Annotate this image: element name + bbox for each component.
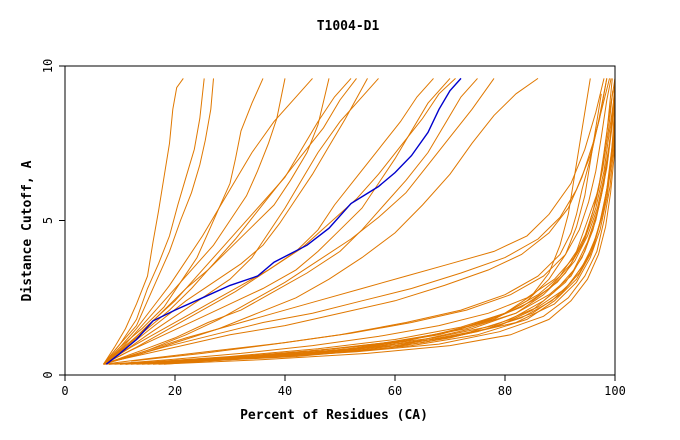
x-tick-label: 0	[61, 384, 68, 398]
series-line-s09	[103, 78, 368, 365]
series-line-b15	[119, 78, 610, 361]
x-axis-label: Percent of Residues (CA)	[240, 408, 428, 423]
series-line-b08	[141, 96, 616, 365]
series-line-b09	[147, 87, 616, 365]
series-line-b22	[125, 115, 616, 365]
series-line-s13	[103, 78, 478, 365]
series-line-highlight	[105, 77, 462, 365]
highlight-layer	[105, 77, 462, 365]
series-layer	[103, 77, 616, 365]
x-tick-label: 100	[604, 384, 626, 398]
x-tick-label: 20	[168, 384, 182, 398]
series-line-b19	[103, 78, 612, 365]
series-line-b13	[108, 78, 605, 364]
series-line-b20	[108, 90, 614, 365]
series-line-s16	[103, 78, 495, 365]
ticks-layer: 0 20 40 60 80 100 0 5 10	[41, 59, 626, 398]
series-line-s14	[103, 78, 357, 365]
series-line-s02	[103, 78, 205, 365]
y-tick-label: 0	[41, 371, 55, 378]
series-line-s12	[103, 78, 451, 365]
series-line-b07	[136, 109, 616, 365]
y-tick-label: 5	[41, 217, 55, 224]
series-line-b17	[141, 78, 591, 364]
series-line-s03	[103, 78, 214, 365]
series-line-b14	[114, 78, 608, 362]
series-line-s15	[103, 78, 456, 365]
series-line-b04	[119, 78, 616, 365]
series-line-s06	[103, 78, 352, 365]
series-line-s01	[103, 78, 184, 365]
series-line-b12	[163, 118, 616, 365]
series-line-s04	[103, 78, 264, 365]
y-axis-label: Distance Cutoff, A	[20, 160, 35, 301]
x-tick-label: 60	[388, 384, 402, 398]
series-line-s17	[103, 77, 539, 365]
series-line-b02	[108, 78, 613, 365]
series-line-s05	[103, 78, 286, 365]
series-line-b11	[158, 127, 616, 365]
series-line-s07	[103, 78, 330, 365]
series-line-b21	[119, 103, 615, 365]
series-line-b18	[174, 93, 602, 364]
series-line-s11	[103, 78, 379, 365]
series-line-s08	[103, 78, 313, 365]
chart-title: T1004-D1	[317, 19, 380, 34]
x-tick-label: 80	[498, 384, 512, 398]
x-tick-label: 40	[278, 384, 292, 398]
series-line-b10	[152, 121, 616, 365]
y-tick-label: 10	[41, 59, 55, 73]
